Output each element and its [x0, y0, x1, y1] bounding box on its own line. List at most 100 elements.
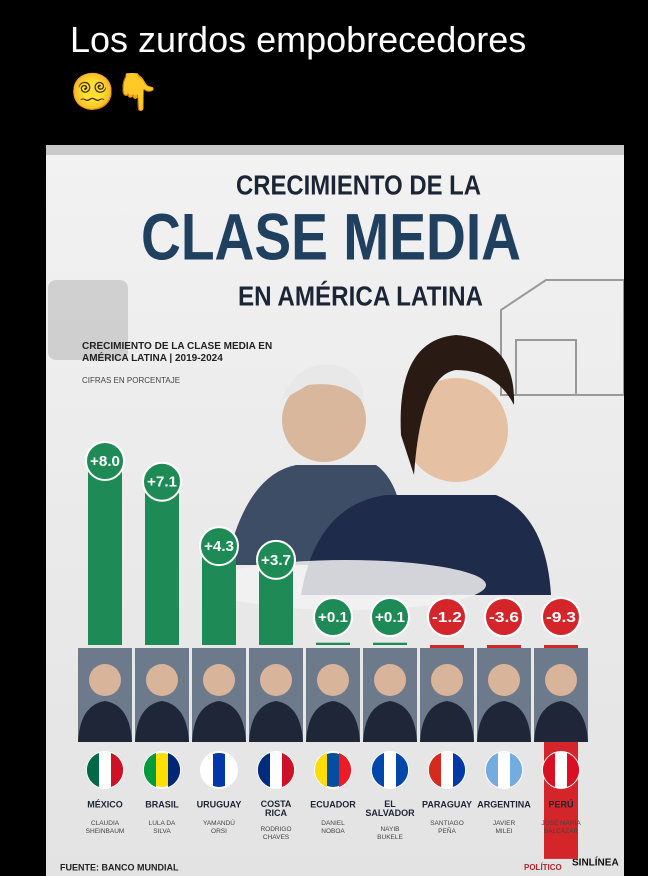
- flag-left: [200, 753, 213, 787]
- value-label: +0.1: [375, 609, 405, 626]
- value-bubble: [370, 597, 410, 637]
- flag-left: [371, 753, 384, 787]
- value-bubble: [313, 597, 353, 637]
- leader-suit: [78, 701, 132, 742]
- flag-right: [225, 753, 238, 787]
- value-label: -9.3: [546, 609, 576, 626]
- leader-name-line: DANIEL: [321, 820, 345, 827]
- leader-name-line: BALCÁZAR: [544, 826, 579, 835]
- value-label: +4.3: [204, 538, 234, 555]
- chart-marks: +8.0 +7.1 +4.3 +3.7 +0.1 +0.1 -1.2 -3.6 -9.3 MÉXI…: [78, 441, 588, 859]
- leader-name: JAVIER MILEI: [493, 820, 516, 835]
- country-label: ECUADOR: [310, 799, 356, 809]
- title-line-1: CRECIMIENTO DE LA: [236, 169, 481, 200]
- leader-name-line: JAVIER: [493, 820, 516, 827]
- flag-right: [339, 753, 352, 787]
- infographic: CRECIMIENTO DE LA CLASE MEDIA EN AMÉRICA…: [46, 145, 624, 876]
- value-bubble: [256, 539, 296, 580]
- leader-name-line: BUKELE: [377, 834, 403, 841]
- country-word: EL: [384, 799, 396, 809]
- country-label: ARGENTINA: [477, 799, 531, 809]
- leader-suit: [534, 701, 588, 742]
- value-bubble: [484, 597, 524, 637]
- flag-right: [567, 753, 580, 787]
- leader-face: [431, 664, 463, 696]
- leader-name-line: SANTIAGO: [430, 820, 464, 827]
- leader-name: RODRIGO CHAVES: [260, 826, 291, 841]
- country-label: PERÚ: [548, 798, 573, 809]
- leader-suit: [363, 701, 417, 742]
- leader-name-line: ORSI: [211, 828, 227, 835]
- value-bubble: [199, 526, 239, 567]
- flag-left: [143, 753, 156, 787]
- flag-right: [111, 753, 124, 787]
- value-bubble: [541, 597, 581, 637]
- value-label: -1.2: [432, 609, 462, 626]
- flag-left: [257, 753, 270, 787]
- flag-right: [453, 753, 466, 787]
- value-bubble: [85, 441, 125, 481]
- leader-face: [317, 664, 349, 696]
- leader-suit: [135, 701, 189, 742]
- bar: [316, 642, 350, 645]
- leader-face: [545, 664, 577, 696]
- source: FUENTE: BANCO MUNDIAL: [60, 862, 179, 872]
- leader-face: [89, 664, 121, 696]
- flag-right: [168, 753, 181, 787]
- bar: [373, 642, 407, 645]
- leader-face: [488, 664, 520, 696]
- value-label: +8.0: [90, 453, 120, 470]
- leader-name-line: MILEI: [496, 828, 513, 835]
- briefcase-illustration: [48, 280, 128, 360]
- country-word: RICA: [265, 808, 287, 818]
- leader-name-line: RODRIGO: [260, 826, 291, 833]
- value-label: +3.7: [261, 552, 291, 569]
- title-line-3: EN AMÉRICA LATINA: [238, 280, 483, 311]
- leader-suit: [420, 701, 474, 742]
- leader-suit: [306, 701, 360, 742]
- leader-name: CLAUDIA SHEINBAUM: [86, 820, 125, 835]
- leader-name-line: YAMANDÚ: [203, 818, 235, 827]
- flag-left: [428, 753, 441, 787]
- leader-name-line: JOSÉ MARÍA: [541, 818, 581, 827]
- leader-name: YAMANDÚ ORSI: [203, 818, 235, 835]
- country-word: SALVADOR: [365, 808, 415, 818]
- leader-name-line: SHEINBAUM: [86, 828, 125, 835]
- flag-right: [396, 753, 409, 787]
- flag-right: [282, 753, 295, 787]
- subtitle-box: CRECIMIENTO DE LA CLASE MEDIA EN AMÉRICA…: [82, 341, 273, 364]
- country-label: MÉXICO: [87, 799, 123, 809]
- units-note: CIFRAS EN PORCENTAJE: [82, 376, 180, 385]
- bar: [145, 481, 179, 645]
- leader-suit: [192, 701, 246, 742]
- leaders-illustration: [206, 335, 551, 610]
- leader-suit: [249, 701, 303, 742]
- subtitle: CRECIMIENTO DE LA CLASE MEDIA EN AMÉRICA…: [82, 341, 273, 364]
- country-label: COSTA RICA: [261, 799, 292, 818]
- leader-name: JOSÉ MARÍA BALCÁZAR: [541, 818, 581, 835]
- title-line-2: CLASE MEDIA: [141, 199, 521, 273]
- leader-name-line: CLAUDIA: [91, 820, 120, 827]
- leader-name-line: SILVA: [153, 828, 171, 835]
- bar: [88, 461, 122, 645]
- logo-politico: POLÍTICO: [524, 863, 562, 872]
- value-bubble: [427, 597, 467, 637]
- country-label: EL SALVADOR: [365, 799, 415, 818]
- post-text: Los zurdos empobrecedores 😵‍💫👇: [70, 19, 527, 112]
- flag-left: [314, 753, 327, 787]
- leader-face: [203, 664, 235, 696]
- leader-name-line: PEÑA: [438, 826, 456, 835]
- country-word: COSTA: [261, 799, 292, 809]
- country-label: PARAGUAY: [422, 799, 472, 809]
- top-strip: [46, 145, 624, 155]
- leader-name-line: NOBOA: [321, 828, 345, 835]
- flag-right: [510, 753, 523, 787]
- country-label: BRASIL: [145, 799, 179, 809]
- leader-name-line: NAYIB: [380, 826, 399, 833]
- flag-left: [86, 753, 99, 787]
- flag-left: [485, 753, 498, 787]
- value-label: -3.6: [489, 609, 519, 626]
- value-label: +7.1: [147, 474, 177, 491]
- value-label: +0.1: [318, 609, 348, 626]
